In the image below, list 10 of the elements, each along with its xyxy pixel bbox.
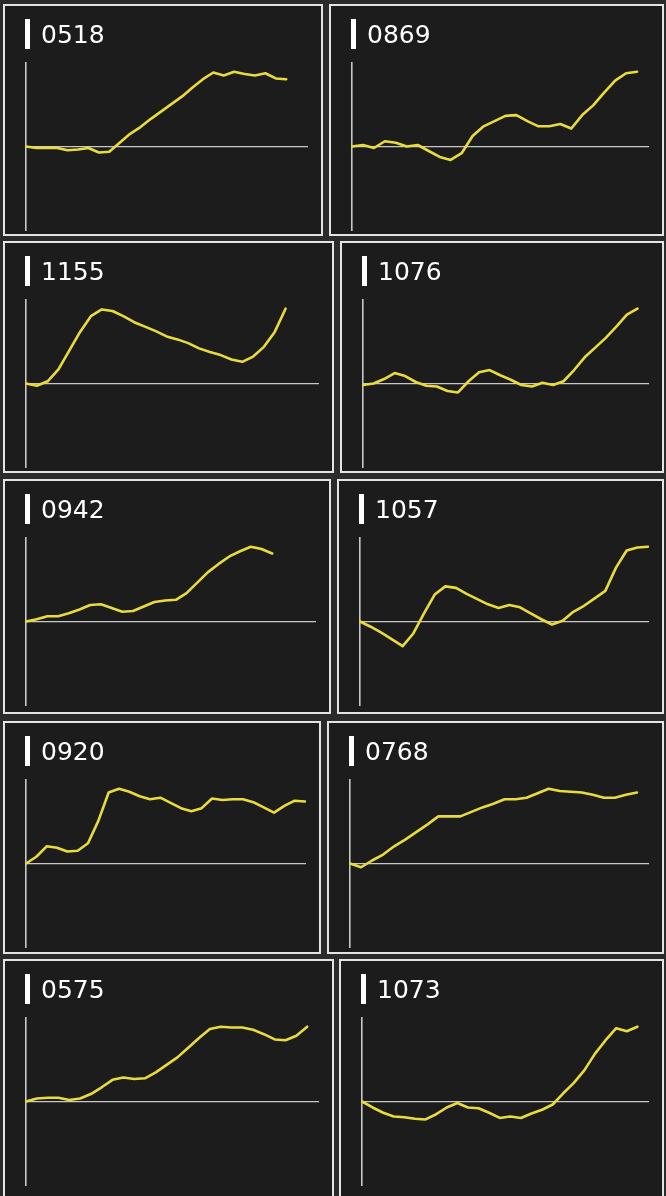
chart-title: 1057 bbox=[375, 495, 439, 524]
chart-title: 0768 bbox=[365, 737, 429, 766]
chart-title: 0942 bbox=[41, 495, 105, 524]
chart-title: 0575 bbox=[41, 975, 105, 1004]
chart-title: 1076 bbox=[378, 257, 442, 286]
chart-title: 0920 bbox=[41, 737, 105, 766]
chart-title: 0869 bbox=[367, 20, 431, 49]
chart-title: 1155 bbox=[41, 257, 105, 286]
chart-title: 1073 bbox=[377, 975, 441, 1004]
chart-title: 0518 bbox=[41, 20, 105, 49]
